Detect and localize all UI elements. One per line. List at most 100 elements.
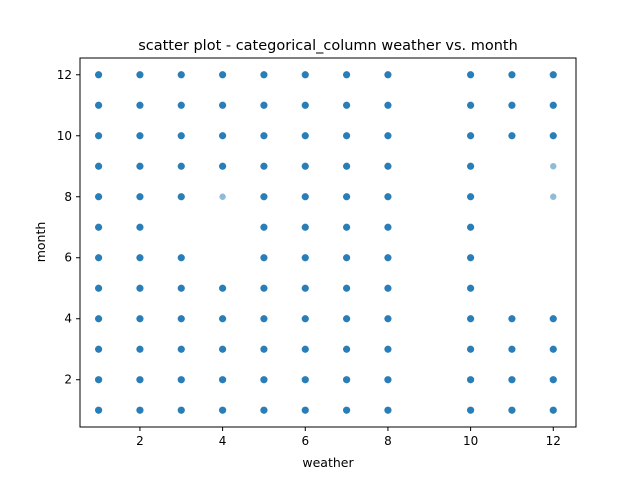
y-tick-label: 2 (64, 373, 72, 387)
scatter-point (260, 162, 268, 170)
scatter-point (260, 132, 268, 140)
scatter-point (219, 284, 227, 292)
scatter-point (95, 223, 103, 231)
scatter-point (384, 132, 392, 140)
x-tick-label: 8 (384, 434, 392, 448)
scatter-point (136, 345, 144, 353)
scatter-point (260, 254, 268, 262)
x-axis: 2 4 6 8 10 12 (136, 427, 561, 448)
scatter-point (301, 71, 309, 79)
scatter-point (549, 101, 557, 109)
scatter-point (260, 315, 268, 323)
scatter-point (301, 345, 309, 353)
scatter-point (95, 71, 103, 79)
scatter-point (260, 345, 268, 353)
scatter-point (343, 162, 351, 170)
scatter-point (177, 101, 185, 109)
scatter-point (384, 345, 392, 353)
scatter-point (219, 162, 227, 170)
scatter-point (467, 162, 475, 170)
y-axis: 2 4 6 8 10 12 (57, 68, 80, 387)
scatter-point (136, 284, 144, 292)
scatter-point (549, 132, 557, 140)
scatter-point (301, 162, 309, 170)
scatter-point (260, 101, 268, 109)
scatter-point (508, 315, 516, 323)
scatter-point (467, 132, 475, 140)
scatter-point (95, 101, 103, 109)
scatter-point (95, 254, 103, 262)
scatter-point (219, 345, 227, 353)
y-tick-label: 12 (57, 68, 72, 82)
scatter-point (384, 71, 392, 79)
scatter-point (508, 406, 516, 414)
scatter-point (136, 71, 144, 79)
scatter-point (384, 284, 392, 292)
scatter-point (549, 345, 557, 353)
scatter-point (260, 406, 268, 414)
scatter-point (384, 315, 392, 323)
scatter-point (384, 101, 392, 109)
scatter-point (343, 71, 351, 79)
scatter-point (343, 376, 351, 384)
scatter-point (136, 254, 144, 262)
scatter-point (95, 284, 103, 292)
scatter-point (95, 315, 103, 323)
x-tick-label: 6 (301, 434, 309, 448)
scatter-point (177, 345, 185, 353)
scatter-point (384, 376, 392, 384)
scatter-point (136, 162, 144, 170)
scatter-point (177, 254, 185, 262)
scatter-point (219, 315, 227, 323)
scatter-point (467, 315, 475, 323)
scatter-point (549, 71, 557, 79)
scatter-point (95, 376, 103, 384)
scatter-point (301, 223, 309, 231)
scatter-point (508, 132, 516, 140)
scatter-point (219, 376, 227, 384)
scatter-point (384, 254, 392, 262)
y-tick-label: 6 (64, 251, 72, 265)
scatter-point (95, 406, 103, 414)
scatter-point (301, 376, 309, 384)
scatter-point (301, 254, 309, 262)
x-tick-label: 4 (219, 434, 227, 448)
scatter-point (177, 315, 185, 323)
scatter-point (177, 193, 185, 201)
scatter-point (177, 71, 185, 79)
scatter-point (384, 162, 392, 170)
x-tick-label: 12 (546, 434, 561, 448)
scatter-point (95, 345, 103, 353)
scatter-point (177, 132, 185, 140)
scatter-point (384, 223, 392, 231)
scatter-point (343, 101, 351, 109)
scatter-point (508, 71, 516, 79)
scatter-point (384, 193, 392, 201)
scatter-point (508, 345, 516, 353)
scatter-point (467, 376, 475, 384)
scatter-point (301, 101, 309, 109)
scatter-point (301, 315, 309, 323)
y-tick-label: 4 (64, 312, 72, 326)
scatter-point (136, 406, 144, 414)
scatter-point (343, 193, 351, 201)
scatter-point (136, 132, 144, 140)
scatter-point (260, 223, 268, 231)
scatter-point (343, 284, 351, 292)
scatter-point (219, 101, 227, 109)
scatter-point (260, 71, 268, 79)
scatter-point (343, 315, 351, 323)
scatter-point (467, 71, 475, 79)
scatter-point (260, 284, 268, 292)
scatter-point (95, 162, 103, 170)
x-axis-label: weather (302, 455, 354, 470)
scatter-point (467, 284, 475, 292)
scatter-point (219, 132, 227, 140)
scatter-point (219, 406, 227, 414)
scatter-point (384, 406, 392, 414)
chart-title: scatter plot - categorical_column weathe… (138, 38, 518, 54)
scatter-point (136, 376, 144, 384)
scatter-point (550, 193, 557, 200)
scatter-point (177, 284, 185, 292)
scatter-point (136, 223, 144, 231)
